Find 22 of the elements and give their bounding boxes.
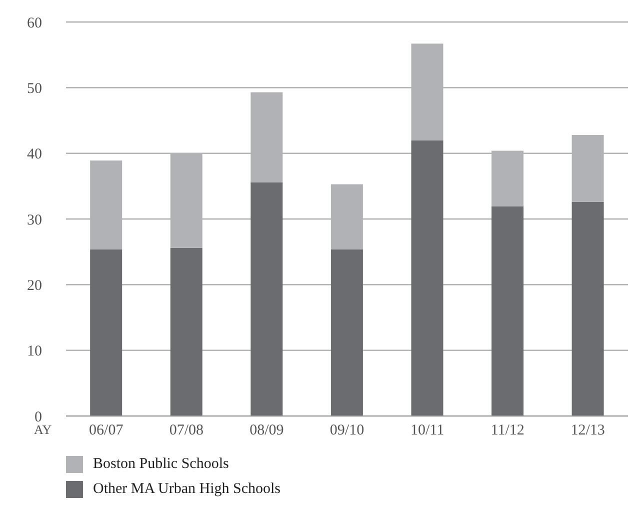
y-tick-label: 40	[27, 146, 42, 163]
bar	[170, 248, 202, 416]
x-tick-label: 07/08	[169, 422, 204, 439]
bar	[330, 249, 363, 416]
bar	[411, 140, 444, 416]
bar	[250, 182, 283, 416]
bar	[492, 206, 524, 416]
x-tick-label: 11/12	[490, 422, 524, 439]
legend-label: Other MA Urban High Schools	[93, 481, 280, 498]
bar	[90, 249, 122, 416]
x-tick-label: 10/11	[410, 422, 444, 439]
y-tick-label: 60	[27, 15, 42, 32]
y-tick-label: 30	[27, 212, 42, 228]
x-tick-label: 06/07	[89, 422, 124, 439]
y-tick-label: 20	[27, 278, 42, 294]
x-tick-label: 12/13	[570, 422, 605, 439]
x-tick-label: 09/10	[330, 422, 364, 439]
legend-label: Boston Public Schools	[93, 456, 229, 473]
x-tick-label: 08/09	[250, 422, 284, 439]
bar	[572, 202, 604, 416]
y-tick-label: 50	[27, 80, 42, 97]
y-tick-label: 10	[27, 344, 42, 360]
